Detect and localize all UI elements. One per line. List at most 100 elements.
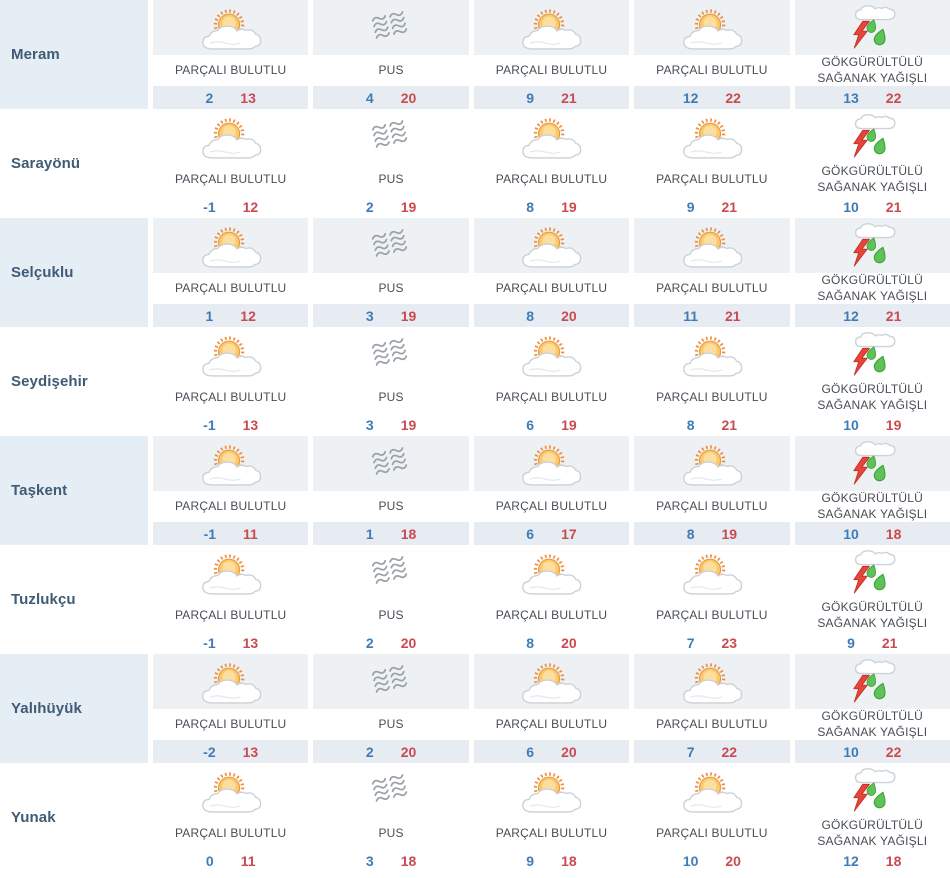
min-temp: 12 [682, 89, 699, 106]
min-temp: 6 [526, 416, 535, 433]
max-temp: 22 [721, 743, 738, 760]
temperature-band: 6 19 [474, 413, 629, 436]
district-name[interactable]: Yalıhüyük [11, 700, 82, 717]
weather-icon-area [634, 763, 789, 818]
weather-row: Seydişehir PARÇALI BULUTLU -1 13 PUS 3 1… [0, 327, 950, 436]
max-temp: 20 [725, 852, 741, 869]
weather-icon-area [795, 327, 950, 382]
min-temp: 7 [686, 743, 695, 760]
condition-label: PARÇALI BULUTLU [473, 164, 630, 195]
district-name[interactable]: Sarayönü [11, 155, 81, 172]
mist-icon [367, 336, 415, 382]
condition-label: GÖKGÜRÜLTÜLÜ SAĞANAK YAĞIŞLI [794, 382, 950, 414]
temperature-band: -1 11 [153, 522, 309, 545]
min-temp: 2 [365, 198, 374, 215]
forecast-cell: PARÇALI BULUTLU 2 13 [153, 0, 309, 109]
max-temp: 12 [242, 198, 259, 215]
min-temp: 12 [843, 852, 859, 869]
condition-label: PUS [313, 55, 469, 86]
max-temp: 18 [561, 852, 577, 869]
mist-icon [367, 663, 415, 709]
forecast-cell: PARÇALI BULUTLU 10 20 [634, 763, 790, 872]
min-temp: -1 [203, 525, 217, 542]
district-name[interactable]: Meram [11, 46, 60, 63]
condition-label: GÖKGÜRÜLTÜLÜ SAĞANAK YAĞIŞLI [794, 491, 950, 523]
partly-cloudy-icon [679, 334, 745, 382]
partly-cloudy-icon [679, 552, 745, 600]
forecast-cell: PUS 3 19 [313, 218, 469, 327]
max-temp: 21 [721, 198, 738, 215]
condition-label: PARÇALI BULUTLU [473, 600, 630, 631]
mist-icon [367, 554, 415, 600]
partly-cloudy-icon [518, 661, 584, 709]
mist-icon [367, 445, 415, 491]
condition-label: PARÇALI BULUTLU [153, 55, 309, 86]
weather-icon-area [473, 654, 630, 709]
mist-icon [367, 9, 415, 55]
max-temp: 19 [885, 416, 902, 433]
forecast-cell: PUS 2 20 [313, 545, 469, 654]
forecast-cell: GÖKGÜRÜLTÜLÜ SAĞANAK YAĞIŞLI 10 21 [794, 109, 950, 218]
forecast-cell: PARÇALI BULUTLU -1 11 [153, 436, 309, 545]
mist-icon [367, 772, 415, 818]
temperature-band: 13 22 [794, 86, 950, 110]
min-temp: 3 [365, 416, 374, 433]
forecast-cell: GÖKGÜRÜLTÜLÜ SAĞANAK YAĞIŞLI 10 22 [794, 654, 950, 764]
partly-cloudy-icon [198, 7, 264, 55]
thunderstorm-rain-icon [844, 330, 901, 382]
weather-icon-area [473, 218, 630, 273]
max-temp: 18 [885, 852, 902, 869]
condition-label: PARÇALI BULUTLU [153, 818, 309, 849]
max-temp: 20 [561, 307, 577, 324]
weather-icon-area [153, 763, 308, 818]
max-temp: 21 [561, 89, 577, 106]
min-temp: 3 [365, 307, 374, 324]
forecast-cell: PUS 3 18 [313, 763, 469, 872]
district-name[interactable]: Taşkent [11, 482, 68, 499]
weather-icon-area [634, 0, 790, 55]
condition-label: PARÇALI BULUTLU [473, 55, 630, 86]
weather-icon-area [153, 436, 309, 491]
district-name[interactable]: Tuzlukçu [11, 591, 76, 608]
min-temp: 3 [365, 852, 374, 869]
district-name[interactable]: Selçuklu [11, 264, 74, 281]
max-temp: 19 [561, 416, 577, 433]
thunderstorm-rain-icon [844, 657, 901, 709]
forecast-cell: PARÇALI BULUTLU -2 13 [153, 654, 309, 763]
weather-icon-area [313, 545, 468, 600]
condition-label: PARÇALI BULUTLU [473, 709, 630, 740]
weather-row: Selçuklu PARÇALI BULUTLU 1 12 PUS 3 19 [0, 218, 950, 328]
max-temp: 23 [721, 634, 738, 651]
min-temp: 9 [526, 852, 535, 869]
temperature-band: 0 11 [153, 849, 308, 872]
min-temp: 10 [843, 743, 859, 760]
temperature-band: 9 18 [474, 849, 629, 872]
forecast-cell: PARÇALI BULUTLU 9 21 [634, 109, 790, 218]
temperature-band: 9 21 [473, 86, 630, 109]
district-cell: Yalıhüyük [0, 654, 148, 763]
district-name[interactable]: Seydişehir [11, 373, 88, 390]
forecast-cell: PARÇALI BULUTLU 7 22 [634, 654, 790, 763]
condition-label: PARÇALI BULUTLU [634, 164, 790, 195]
condition-label: PARÇALI BULUTLU [153, 164, 309, 195]
partly-cloudy-icon [679, 7, 745, 55]
condition-label: PUS [313, 709, 469, 740]
weather-icon-area [634, 436, 790, 491]
max-temp: 19 [400, 307, 417, 324]
district-cell: Selçuklu [0, 218, 148, 327]
district-cell: Seydişehir [0, 327, 148, 436]
max-temp: 13 [242, 416, 259, 433]
partly-cloudy-icon [198, 225, 264, 273]
forecast-cell: PARÇALI BULUTLU 6 17 [473, 436, 630, 545]
weather-icon-area [153, 218, 309, 273]
condition-label: PARÇALI BULUTLU [473, 818, 630, 849]
forecast-cell: GÖKGÜRÜLTÜLÜ SAĞANAK YAĞIŞLI 13 22 [794, 0, 950, 110]
partly-cloudy-icon [518, 334, 584, 382]
district-name[interactable]: Yunak [11, 809, 56, 826]
temperature-band: 6 20 [473, 740, 630, 763]
temperature-band: -1 13 [153, 413, 308, 436]
forecast-cell: PARÇALI BULUTLU 6 20 [473, 654, 630, 763]
forecast-cell: PARÇALI BULUTLU 8 20 [473, 545, 630, 654]
forecast-cell: PARÇALI BULUTLU 7 23 [634, 545, 790, 654]
min-temp: 6 [526, 743, 535, 760]
